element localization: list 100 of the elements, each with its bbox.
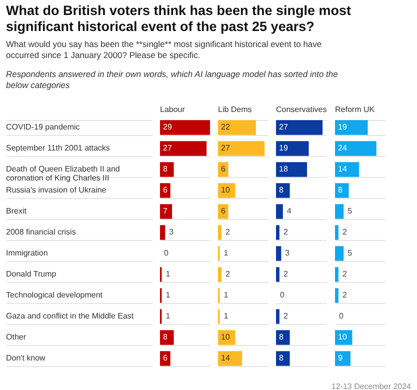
bar xyxy=(335,183,349,198)
data-label: 6 xyxy=(163,354,168,362)
y-tick-label: September 11th 2001 attacks xyxy=(6,144,110,152)
y-tick-label: Technological development xyxy=(6,290,104,300)
data-label: 8 xyxy=(338,186,343,194)
data-label: 5 xyxy=(348,248,353,258)
data-label: 27 xyxy=(163,144,172,152)
bar xyxy=(335,204,344,219)
data-label: 1 xyxy=(224,290,229,300)
data-label: 2 xyxy=(225,270,230,278)
bar xyxy=(218,225,222,240)
bar xyxy=(160,183,170,198)
data-label: 29 xyxy=(163,122,172,132)
series-label: Labour xyxy=(160,105,186,114)
data-label: 6 xyxy=(163,186,168,194)
series-label: Conservatives xyxy=(276,105,327,114)
data-label: 18 xyxy=(279,164,288,174)
data-label: 2 xyxy=(283,312,288,320)
data-label: 8 xyxy=(279,354,284,362)
bar xyxy=(276,330,290,345)
data-label: 3 xyxy=(285,248,290,258)
bar xyxy=(160,225,166,240)
text: Respondents answered in their own words, which AI language model has sorted into the below categories xyxy=(6,69,338,90)
y-tick-label: Russia's invasion of Ukraine xyxy=(6,186,107,194)
text: 12-13 December 2024 xyxy=(331,382,412,390)
bar xyxy=(218,204,228,219)
chart-subtitle: What would you say has been the **single** most significant historical event to have occurred since 1 January 2000? Please be specific. xyxy=(6,39,322,60)
data-label: 2 xyxy=(342,290,348,300)
data-label: 5 xyxy=(348,206,353,216)
bar xyxy=(160,141,207,156)
bar xyxy=(335,330,352,345)
data-label: 19 xyxy=(279,144,288,152)
data-label: 1 xyxy=(224,312,229,320)
data-label: 0 xyxy=(164,248,169,258)
y-tick-label: Other xyxy=(6,332,26,342)
data-label: 14 xyxy=(338,164,348,174)
bar xyxy=(276,141,309,156)
bar xyxy=(276,351,290,366)
bar xyxy=(335,225,338,240)
bar xyxy=(276,162,308,177)
bar xyxy=(335,351,351,366)
bar xyxy=(335,120,368,135)
y-tick-label: Donald Trump xyxy=(6,270,57,278)
data-label: 10 xyxy=(338,332,348,342)
data-label: 6 xyxy=(221,164,226,174)
bar xyxy=(276,204,283,219)
bar xyxy=(218,267,222,282)
data-label: 8 xyxy=(279,332,284,342)
bar xyxy=(276,267,280,282)
data-label: 1 xyxy=(166,312,171,320)
data-label: 8 xyxy=(279,186,284,194)
data-label: 7 xyxy=(163,206,168,216)
bar xyxy=(160,351,170,366)
data-label: 10 xyxy=(221,332,230,342)
bar xyxy=(218,141,265,156)
data-label: 4 xyxy=(286,206,292,216)
bar xyxy=(160,162,174,177)
data-label: 10 xyxy=(221,186,230,194)
data-label: 9 xyxy=(338,354,343,362)
bar xyxy=(160,330,174,345)
data-label: 1 xyxy=(166,290,171,300)
data-label: 19 xyxy=(338,122,348,132)
data-label: 8 xyxy=(163,332,168,342)
bar xyxy=(335,288,338,303)
data-label: 22 xyxy=(221,122,230,132)
data-label: 24 xyxy=(338,144,348,152)
series-label: Reform UK xyxy=(335,105,376,114)
y-tick-label: Death of Queen Elizabeth II and coronation of King Charles III xyxy=(6,164,120,182)
y-tick-label: Immigration xyxy=(6,248,48,258)
chart-title: What do British voters think has been the single most significant historical event of the past 25 years? xyxy=(6,3,352,34)
bar xyxy=(276,246,282,261)
data-label: 0 xyxy=(339,312,344,320)
bar xyxy=(160,204,172,219)
bar xyxy=(335,141,376,156)
data-label: 2 xyxy=(283,270,288,278)
bar xyxy=(335,162,360,177)
bar xyxy=(276,183,290,198)
data-label: 0 xyxy=(280,290,285,300)
bar xyxy=(218,120,256,135)
bar xyxy=(276,309,280,324)
series-label: Lib Dems xyxy=(218,105,252,114)
bar xyxy=(160,120,210,135)
y-tick-label: 2008 financial crisis xyxy=(6,228,76,236)
data-label: 1 xyxy=(224,248,229,258)
bar xyxy=(218,351,242,366)
bar xyxy=(276,120,323,135)
data-label: 27 xyxy=(279,122,288,132)
y-tick-label: Don't know xyxy=(6,354,46,362)
data-label: 6 xyxy=(221,206,226,216)
y-tick-label: COVID-19 pandemic xyxy=(6,122,80,132)
data-label: 2 xyxy=(225,228,230,236)
y-tick-label: Brexit xyxy=(6,206,28,216)
bar xyxy=(335,246,344,261)
data-label: 2 xyxy=(283,228,288,236)
data-label: 8 xyxy=(163,164,168,174)
bar xyxy=(218,162,228,177)
data-label: 2 xyxy=(342,228,348,236)
y-tick-label: Gaza and conflict in the Middle East xyxy=(6,312,134,320)
data-label: 2 xyxy=(342,270,348,278)
data-label: 1 xyxy=(166,270,171,278)
